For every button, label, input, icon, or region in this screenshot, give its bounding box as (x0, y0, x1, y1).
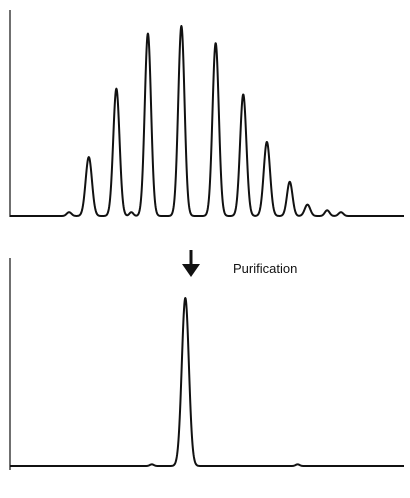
top-chromatogram-panel (9, 10, 405, 217)
purification-label: Purification (233, 261, 297, 276)
bottom-chromatogram-panel (9, 258, 405, 470)
top-chromatogram-trace (9, 25, 405, 217)
down-arrow-icon (182, 250, 200, 277)
top-peak-markers (68, 25, 343, 214)
purification-annotation: Purification (182, 250, 297, 277)
bottom-peak-markers (150, 297, 299, 466)
bottom-chromatogram-trace (9, 297, 405, 467)
